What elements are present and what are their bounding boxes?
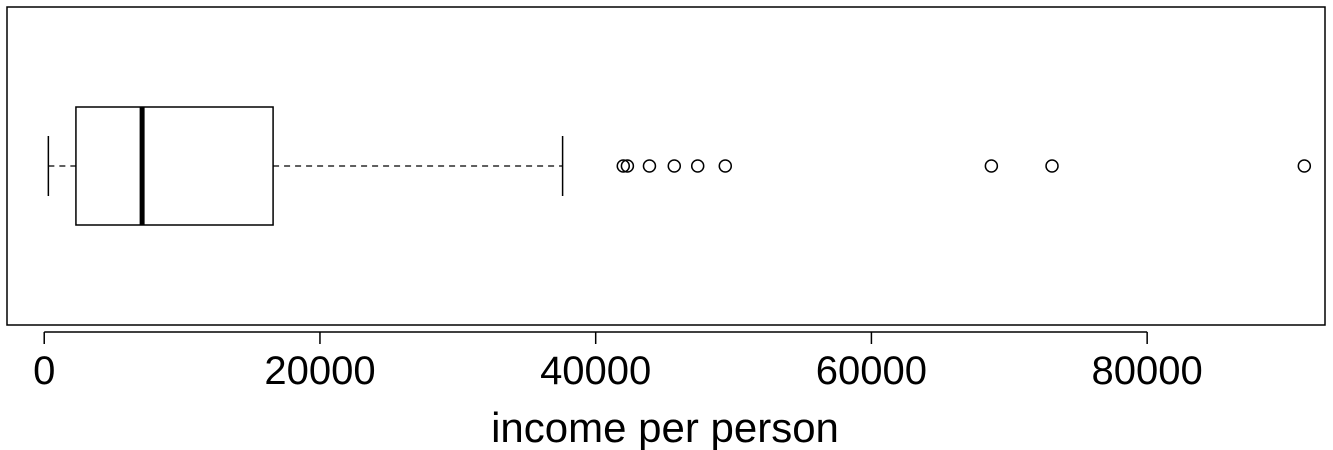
outlier-point — [718, 159, 733, 173]
x-axis-title: income per person — [491, 404, 839, 450]
outlier-point — [642, 159, 657, 173]
iqr-box — [75, 106, 274, 226]
x-tick-label: 40000 — [540, 349, 651, 393]
outlier-point — [620, 159, 635, 173]
x-tick-label: 60000 — [816, 349, 927, 393]
outlier-point — [984, 159, 999, 173]
x-tick-label: 80000 — [1092, 349, 1203, 393]
outlier-point — [1297, 159, 1312, 173]
x-tick-label: 20000 — [264, 349, 375, 393]
outlier-point — [690, 159, 705, 173]
outlier-point — [616, 159, 631, 173]
outlier-point — [667, 159, 682, 173]
outlier-point — [1045, 159, 1059, 173]
x-tick-label: 0 — [33, 349, 55, 393]
plot-frame — [6, 6, 1326, 326]
